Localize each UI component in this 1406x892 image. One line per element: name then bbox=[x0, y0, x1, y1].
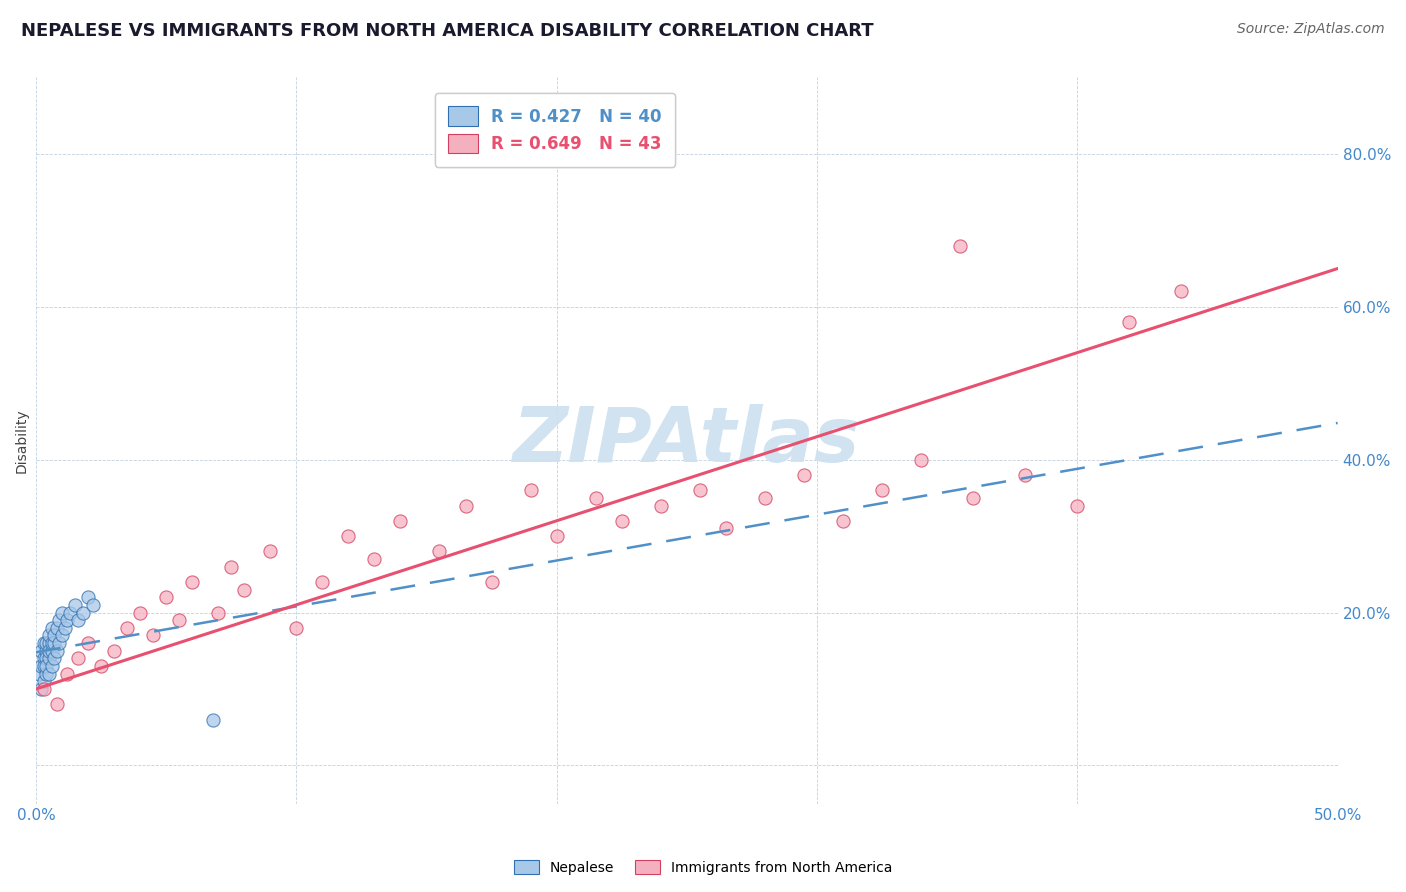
Point bbox=[38, 666, 60, 681]
Point bbox=[44, 628, 66, 642]
Point bbox=[201, 713, 224, 727]
Point bbox=[72, 606, 94, 620]
Point bbox=[41, 644, 63, 658]
Point bbox=[38, 644, 60, 658]
Point bbox=[59, 606, 82, 620]
Point bbox=[30, 644, 52, 658]
Y-axis label: Disability: Disability bbox=[15, 409, 30, 473]
Point bbox=[832, 514, 855, 528]
Point bbox=[45, 621, 67, 635]
Point bbox=[207, 606, 229, 620]
Point bbox=[910, 452, 932, 467]
Point bbox=[949, 238, 972, 252]
Point bbox=[30, 681, 52, 696]
Point bbox=[32, 674, 55, 689]
Point bbox=[429, 544, 451, 558]
Point bbox=[35, 666, 58, 681]
Point bbox=[233, 582, 256, 597]
Point bbox=[30, 659, 52, 673]
Point bbox=[285, 621, 308, 635]
Point bbox=[129, 606, 152, 620]
Point bbox=[41, 621, 63, 635]
Point bbox=[35, 636, 58, 650]
Point bbox=[519, 483, 541, 498]
Point bbox=[41, 636, 63, 650]
Point bbox=[714, 521, 737, 535]
Point bbox=[77, 591, 100, 605]
Point bbox=[793, 467, 815, 482]
Point bbox=[38, 651, 60, 665]
Point bbox=[389, 514, 412, 528]
Point bbox=[32, 636, 55, 650]
Point bbox=[1170, 285, 1192, 299]
Point bbox=[90, 659, 112, 673]
Point bbox=[311, 574, 333, 589]
Legend: R = 0.427   N = 40, R = 0.649   N = 43: R = 0.427 N = 40, R = 0.649 N = 43 bbox=[434, 93, 675, 167]
Point bbox=[115, 621, 138, 635]
Point bbox=[44, 651, 66, 665]
Point bbox=[53, 621, 76, 635]
Point bbox=[77, 636, 100, 650]
Point bbox=[48, 613, 70, 627]
Text: Source: ZipAtlas.com: Source: ZipAtlas.com bbox=[1237, 22, 1385, 37]
Point bbox=[1014, 467, 1036, 482]
Point bbox=[219, 559, 242, 574]
Point bbox=[546, 529, 568, 543]
Point bbox=[167, 613, 190, 627]
Point bbox=[454, 499, 477, 513]
Point bbox=[181, 574, 204, 589]
Point bbox=[38, 628, 60, 642]
Point bbox=[56, 666, 79, 681]
Point bbox=[155, 591, 177, 605]
Point bbox=[103, 644, 125, 658]
Text: NEPALESE VS IMMIGRANTS FROM NORTH AMERICA DISABILITY CORRELATION CHART: NEPALESE VS IMMIGRANTS FROM NORTH AMERIC… bbox=[21, 22, 873, 40]
Point bbox=[35, 651, 58, 665]
Point bbox=[41, 659, 63, 673]
Point bbox=[66, 613, 89, 627]
Point bbox=[610, 514, 633, 528]
Point bbox=[1118, 315, 1140, 329]
Point bbox=[1066, 499, 1088, 513]
Point bbox=[51, 606, 73, 620]
Point bbox=[754, 491, 776, 505]
Point bbox=[32, 659, 55, 673]
Point bbox=[142, 628, 165, 642]
Point bbox=[481, 574, 503, 589]
Point bbox=[48, 636, 70, 650]
Point bbox=[44, 636, 66, 650]
Point bbox=[38, 636, 60, 650]
Point bbox=[35, 644, 58, 658]
Point bbox=[66, 651, 89, 665]
Point bbox=[650, 499, 672, 513]
Point bbox=[259, 544, 281, 558]
Point bbox=[35, 659, 58, 673]
Point bbox=[585, 491, 607, 505]
Point bbox=[689, 483, 711, 498]
Text: ZIPAtlas: ZIPAtlas bbox=[513, 403, 860, 477]
Point bbox=[32, 681, 55, 696]
Point bbox=[337, 529, 360, 543]
Point bbox=[45, 698, 67, 712]
Point bbox=[56, 613, 79, 627]
Point bbox=[82, 598, 104, 612]
Point bbox=[27, 666, 49, 681]
Point bbox=[32, 651, 55, 665]
Point bbox=[962, 491, 984, 505]
Legend: Nepalese, Immigrants from North America: Nepalese, Immigrants from North America bbox=[508, 855, 898, 880]
Point bbox=[870, 483, 893, 498]
Point bbox=[45, 644, 67, 658]
Point bbox=[363, 552, 385, 566]
Point bbox=[51, 628, 73, 642]
Point bbox=[63, 598, 86, 612]
